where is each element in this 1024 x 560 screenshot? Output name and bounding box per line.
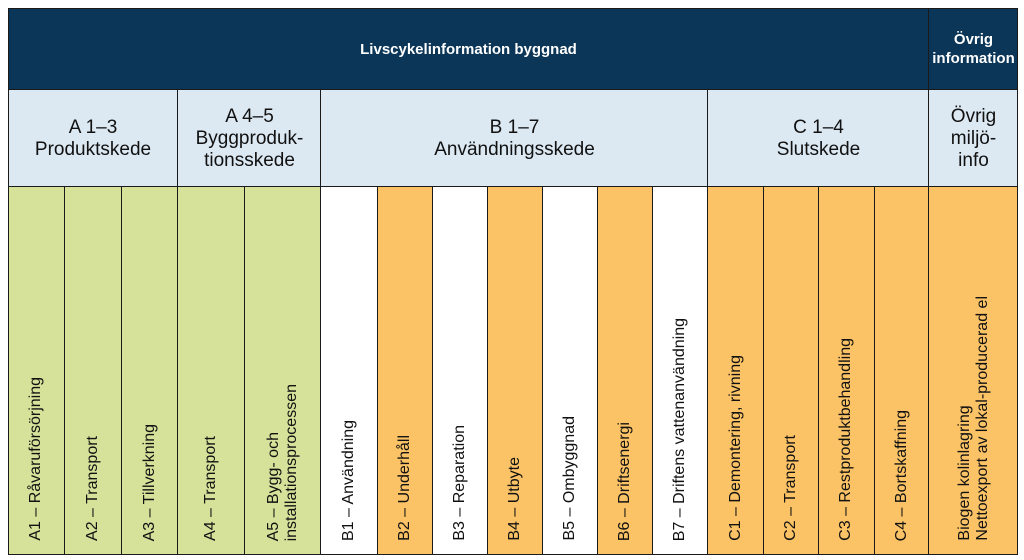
group-a4-5-name-line2: tionsskede <box>204 149 295 171</box>
column-b2: B2 – Underhåll <box>377 187 432 555</box>
column-a5-label-line2: installationsprocessen <box>282 383 300 541</box>
column-a3: A3 – Tillverkning <box>121 187 178 555</box>
header-main-title: Livscykelinformation byggnad <box>8 8 929 90</box>
column-b5-label: B5 – Ombyggnad <box>560 416 578 541</box>
column-c4-label: C4 – Bortskaffning <box>892 409 910 541</box>
group-a1-3-name: Produktskede <box>34 138 152 160</box>
grid-line-header <box>8 89 1018 90</box>
group-b1-7-name: Användningsskede <box>434 138 595 160</box>
column-b6-label: B6 – Driftsenergi <box>615 421 633 541</box>
grid-line-a2 <box>121 187 122 555</box>
column-a5-label-line1: A5 – Bygg- och <box>264 431 282 541</box>
column-a1: A1 – Råvaruförsörjning <box>8 187 64 555</box>
group-c1-4-name: Slutskede <box>776 138 861 160</box>
grid-line-b5 <box>597 187 598 555</box>
grid-line-b3 <box>487 187 488 555</box>
column-other-label-line1: Biogen kolinlagring <box>955 405 973 541</box>
column-other: Biogen kolinlagring Nettoexport av lokal… <box>929 187 1018 555</box>
group-b1-7: B 1–7 Användningsskede <box>321 90 708 187</box>
column-c1: C1 – Demontering, rivning <box>708 187 763 555</box>
grid-line-c3 <box>874 187 875 555</box>
column-b6: B6 – Driftsenergi <box>597 187 652 555</box>
header-other-info: Övrig information <box>929 8 1018 90</box>
group-a1-3-code: A 1–3 <box>68 116 118 138</box>
column-b1-label: B1 – Användning <box>340 420 357 541</box>
group-b1-7-code: B 1–7 <box>489 116 540 138</box>
column-a3-label: A3 – Tillverkning <box>140 423 158 541</box>
column-c4: C4 – Bortskaffning <box>874 187 929 555</box>
column-a1-label: A1 – Råvaruförsörjning <box>27 377 44 541</box>
header-other-line2: information <box>932 50 1015 67</box>
column-c3-label: C3 – Restproduktbehandling <box>837 338 854 541</box>
column-b2-label: B2 – Underhåll <box>395 435 413 541</box>
column-a2: A2 – Transport <box>64 187 121 555</box>
grid-line-b6 <box>652 187 653 555</box>
grid-line-groups <box>8 186 1018 187</box>
grid-line-b2 <box>432 187 433 555</box>
column-b4-label: B4 – Utbyte <box>505 457 523 541</box>
column-b5: B5 – Ombyggnad <box>542 187 597 555</box>
column-b3-label: B3 – Reparation <box>450 425 468 541</box>
group-other-code: Övrig <box>950 105 997 127</box>
grid-line-c1 <box>763 187 764 555</box>
group-a4-5: A 4–5 Byggproduk- tionsskede <box>178 90 321 187</box>
column-c2-label: C2 – Transport <box>781 435 799 541</box>
group-c1-4-code: C 1–4 <box>793 116 844 138</box>
column-c2: C2 – Transport <box>763 187 818 555</box>
group-a4-5-name-line1: Byggproduk- <box>195 127 304 149</box>
column-b1: B1 – Användning <box>321 187 377 555</box>
group-other-name-line1: miljö- <box>950 127 997 149</box>
grid-line-c2 <box>818 187 819 555</box>
header-other-line1: Övrig <box>953 31 994 48</box>
column-b7-label: B7 – Driftens vattenanvändning <box>671 317 688 541</box>
column-c1-label: C1 – Demontering, rivning <box>726 355 744 541</box>
column-a4: A4 – Transport <box>178 187 244 555</box>
group-c1-4: C 1–4 Slutskede <box>708 90 929 187</box>
column-a5: A5 – Bygg- och installationsprocessen <box>244 187 321 555</box>
column-c3: C3 – Restproduktbehandling <box>818 187 874 555</box>
grid-line-a5 <box>320 89 321 555</box>
grid-line-a1 <box>64 187 65 555</box>
column-a2-label: A2 – Transport <box>83 436 101 541</box>
group-other-name-line2: info <box>958 149 989 171</box>
grid-line-b7 <box>707 89 708 555</box>
group-other: Övrig miljö- info <box>929 90 1018 187</box>
column-other-label: Biogen kolinlagring Nettoexport av lokal… <box>956 296 992 541</box>
group-a1-3: A 1–3 Produktskede <box>8 90 178 187</box>
grid-line-a3 <box>177 89 178 555</box>
column-b7: B7 – Driftens vattenanvändning <box>652 187 708 555</box>
grid-line-b4 <box>542 187 543 555</box>
grid-line-a4 <box>244 187 245 555</box>
column-b4: B4 – Utbyte <box>487 187 542 555</box>
column-a5-label: A5 – Bygg- och installationsprocessen <box>265 384 301 541</box>
group-a4-5-code: A 4–5 <box>225 105 274 127</box>
column-other-label-line2: Nettoexport av lokal-producerad el <box>973 296 991 541</box>
column-b3: B3 – Reparation <box>432 187 487 555</box>
grid-line-other <box>928 8 929 555</box>
grid-line-b1 <box>377 187 378 555</box>
column-a4-label: A4 – Transport <box>202 436 219 541</box>
